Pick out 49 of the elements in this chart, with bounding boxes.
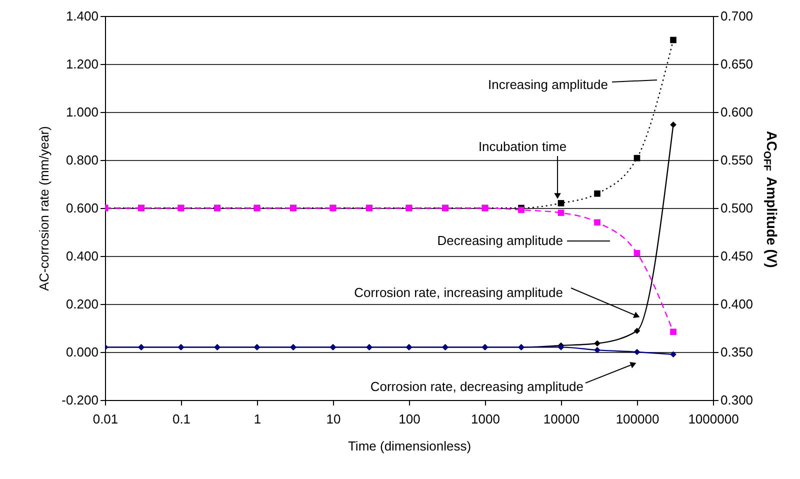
point	[558, 210, 564, 216]
point	[594, 190, 600, 197]
point	[634, 250, 640, 256]
annotation: Corrosion rate, increasing amplitude	[354, 285, 563, 300]
y2-axis-title: ACOFF Amplitude (V)	[761, 130, 780, 268]
x-tick-label: 1000000	[688, 412, 739, 426]
y-axis-title: AC-corrosion rate (mm/year)	[36, 126, 52, 291]
y2-tick-label: 0.700	[720, 8, 754, 24]
annotation: Corrosion rate, decreasing amplitude	[370, 379, 584, 394]
y-tick-label: 0.800	[66, 152, 98, 168]
point	[594, 219, 600, 226]
y-tick-label: 0.400	[66, 248, 98, 264]
y2-tick-label: 0.350	[720, 344, 754, 360]
point	[594, 340, 600, 347]
point	[670, 351, 676, 358]
point	[594, 346, 600, 354]
x-tick-label: 10	[326, 412, 341, 426]
point	[634, 328, 640, 334]
y-tick-label: -0.200	[62, 392, 98, 408]
x-axis-title: Time (dimensionless)	[348, 438, 472, 454]
x-tick-label: 1000	[471, 412, 500, 426]
point	[670, 328, 676, 336]
y2-tick-label: 0.550	[720, 152, 754, 168]
y2-tick-label: 0.400	[720, 296, 754, 312]
y2-tick-label: 0.450	[720, 248, 754, 264]
x-tick-label: 100000	[616, 412, 660, 426]
point	[634, 154, 640, 162]
y2-tick-label: 0.600	[720, 104, 754, 120]
point	[670, 36, 676, 44]
point	[634, 348, 640, 356]
x-tick-label: 0.01	[92, 412, 118, 426]
x-tick-label: 100	[398, 412, 420, 426]
y-tick-label: 1.400	[66, 8, 98, 24]
y2-tick-label: 0.300	[720, 392, 754, 408]
point	[558, 200, 564, 206]
y-tick-label: 1.200	[66, 56, 98, 72]
y-tick-label: 1.000	[66, 104, 98, 120]
annotation: Decreasing amplitude	[437, 233, 563, 248]
y2-tick-label: 0.650	[720, 56, 754, 72]
annotation: Increasing amplitude	[488, 77, 608, 92]
y-tick-label: 0.200	[66, 296, 98, 312]
y2-tick-label: 0.500	[720, 200, 754, 216]
y-tick-label: 0.600	[66, 200, 98, 216]
y-tick-label: 0.000	[66, 344, 98, 360]
x-tick-label: 0.1	[172, 412, 191, 426]
x-tick-label: 10000	[543, 412, 580, 426]
x-tick-label: 1	[254, 412, 262, 426]
point	[670, 122, 676, 128]
annotation: Incubation time	[478, 139, 567, 154]
